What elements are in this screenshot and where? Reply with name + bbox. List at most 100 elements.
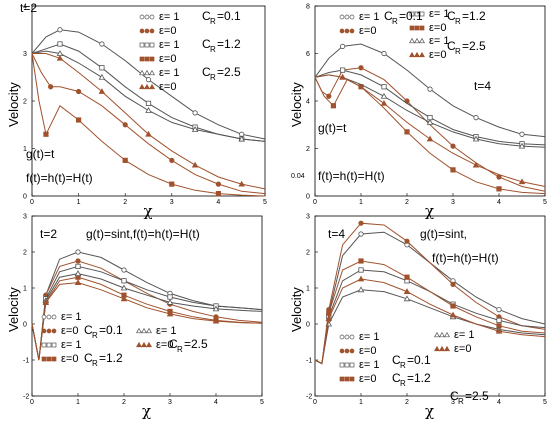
legend-group-symbol: C	[84, 323, 93, 337]
data-point	[449, 311, 457, 318]
legend-group-subscript: R	[177, 345, 183, 354]
data-point	[357, 275, 365, 282]
legend-marker	[408, 37, 416, 44]
legend-marker	[144, 28, 150, 34]
data-point	[325, 315, 333, 322]
legend-marker	[349, 376, 355, 382]
y-axis-label: Velocity	[6, 287, 21, 332]
x-tick-label: 3	[451, 199, 455, 206]
legend-group-value: =1.2	[462, 9, 486, 23]
x-tick-label: 1	[77, 199, 81, 206]
x-tick-label: 5	[543, 399, 547, 406]
legend-marker	[408, 51, 416, 58]
legend-entry-label: ε= 1	[61, 339, 82, 351]
series-line	[32, 53, 266, 190]
legend-marker	[344, 362, 350, 368]
y-axis-label: Velocity	[289, 82, 304, 127]
data-point	[496, 186, 502, 192]
legend-group-subscript: R	[455, 17, 461, 26]
legend-entry-label: ε= 1	[159, 39, 180, 51]
legend-marker	[344, 376, 350, 382]
legend-group-value: =1.2	[99, 351, 123, 365]
x-tick-label: 5	[543, 199, 547, 206]
legend-group-subscript: R	[400, 361, 406, 370]
data-point	[145, 100, 152, 106]
data-point	[450, 303, 456, 309]
legend-entry-label: ε=0	[61, 325, 78, 337]
data-point	[75, 249, 81, 255]
legend-marker	[349, 348, 355, 354]
y-tick-label: -2	[306, 394, 312, 401]
data-point	[404, 274, 410, 280]
data-point	[381, 84, 387, 90]
legend-marker	[41, 314, 47, 320]
x-tick-label: 4	[497, 399, 501, 406]
legend-marker	[438, 331, 446, 338]
legend-marker	[419, 11, 425, 17]
x-tick-label: 4	[497, 199, 501, 206]
y-tick-label: 2	[23, 99, 27, 106]
x-tick-label: 3	[170, 199, 174, 206]
data-point	[330, 103, 337, 109]
legend-group-subscript: R	[92, 359, 98, 368]
legend-marker	[149, 42, 155, 48]
data-point	[215, 191, 221, 197]
legend-marker	[418, 37, 426, 44]
data-point	[326, 93, 332, 99]
y-tick-label: 1	[23, 146, 27, 153]
legend-marker	[148, 83, 156, 90]
legend-group-subscript: R	[400, 379, 406, 388]
legend-marker	[413, 51, 421, 58]
legend-marker	[344, 14, 350, 20]
data-point	[472, 161, 480, 168]
legend-group-value: =0.1	[407, 353, 431, 367]
legend-marker	[46, 356, 52, 362]
series-path	[314, 43, 546, 138]
data-point	[122, 122, 128, 128]
y-axis-label: Velocity	[6, 82, 21, 127]
legend-group-value: =2.5	[465, 389, 489, 403]
data-point	[380, 92, 388, 99]
legend-entry-label: ε=0	[429, 49, 446, 61]
data-point	[358, 258, 364, 264]
x-axis-label: χ	[425, 202, 434, 220]
data-point	[519, 131, 525, 137]
legend-marker	[413, 37, 421, 44]
y-tick-label: 0	[23, 194, 27, 201]
legend-marker	[46, 328, 52, 334]
series-path	[314, 222, 546, 365]
legend-group-subscript: R	[455, 47, 461, 56]
data-point	[357, 286, 365, 293]
data-point	[74, 279, 82, 286]
series-line	[314, 43, 546, 138]
data-point	[450, 167, 456, 173]
legend-marker	[46, 314, 52, 320]
data-point	[191, 126, 199, 132]
data-point	[380, 99, 388, 106]
x-tick-label: 0	[30, 199, 34, 206]
data-point	[426, 118, 434, 125]
legend-group-value: =1.2	[407, 371, 431, 385]
legend-marker	[438, 345, 446, 352]
legend-group-subscript: R	[210, 17, 216, 26]
data-point	[169, 181, 175, 187]
y-tick-label: 3	[23, 51, 27, 58]
legend-group-symbol: C	[450, 389, 459, 403]
legend-marker	[339, 362, 345, 368]
series-line	[314, 73, 546, 187]
data-point	[98, 73, 106, 80]
data-point	[74, 270, 82, 277]
legend-entry-label: ε= 1	[159, 11, 180, 23]
series-line	[314, 231, 546, 365]
x-tick-label: 0	[30, 399, 34, 406]
data-point	[76, 88, 82, 95]
legend-marker	[149, 56, 155, 62]
legend-entry-label: ε= 1	[61, 311, 82, 323]
legend-marker	[139, 42, 145, 48]
legend-group-subscript: R	[458, 397, 464, 406]
legend-group-symbol: C	[84, 351, 93, 365]
legend-marker	[149, 14, 155, 20]
